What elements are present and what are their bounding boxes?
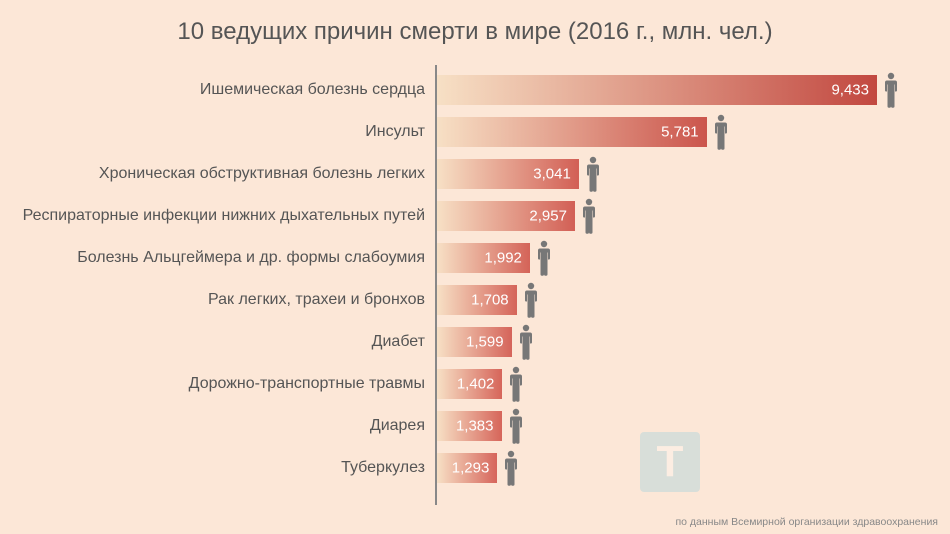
chart-title: 10 ведущих причин смерти в мире (2016 г.… bbox=[0, 18, 950, 46]
bar-row: Диабет 1,599 bbox=[0, 321, 950, 363]
bar: 5,781 bbox=[437, 117, 707, 147]
person-icon bbox=[508, 408, 524, 444]
bar-value: 1,293 bbox=[452, 460, 490, 477]
bar-value: 1,599 bbox=[466, 334, 504, 351]
bar-label: Хроническая обструктивная болезнь легких bbox=[0, 165, 425, 183]
chart-container: 10 ведущих причин смерти в мире (2016 г.… bbox=[0, 0, 950, 534]
person-icon bbox=[503, 450, 519, 486]
person-icon bbox=[518, 324, 534, 360]
bar: 1,293 bbox=[437, 453, 497, 483]
bar-row: Респираторные инфекции нижних дыхательны… bbox=[0, 195, 950, 237]
bar: 1,402 bbox=[437, 369, 502, 399]
person-icon bbox=[508, 366, 524, 402]
person-icon bbox=[523, 282, 539, 318]
person-icon bbox=[585, 156, 601, 192]
bar: 9,433 bbox=[437, 75, 877, 105]
bar-value: 1,383 bbox=[456, 418, 494, 435]
bar-row: Ишемическая болезнь сердца 9,433 bbox=[0, 69, 950, 111]
bar-value: 1,708 bbox=[471, 292, 509, 309]
person-icon bbox=[713, 114, 729, 150]
bar-label: Туберкулез bbox=[0, 459, 425, 477]
bar-row: Рак легких, трахеи и бронхов 1,708 bbox=[0, 279, 950, 321]
bar: 1,708 bbox=[437, 285, 517, 315]
bar-label: Дорожно-транспортные травмы bbox=[0, 375, 425, 393]
bar-label: Диабет bbox=[0, 333, 425, 351]
bar-label: Рак легких, трахеи и бронхов bbox=[0, 291, 425, 309]
person-icon bbox=[581, 198, 597, 234]
bar-value: 9,433 bbox=[831, 82, 869, 99]
bar-label: Респираторные инфекции нижних дыхательны… bbox=[0, 207, 425, 225]
bar-value: 1,402 bbox=[457, 376, 495, 393]
credit-text: по данным Всемирной организации здравоох… bbox=[675, 516, 938, 528]
person-icon bbox=[536, 240, 552, 276]
bar-value: 3,041 bbox=[533, 166, 571, 183]
person-icon bbox=[883, 72, 899, 108]
bar-row: Дорожно-транспортные травмы 1,402 bbox=[0, 363, 950, 405]
bar: 1,383 bbox=[437, 411, 502, 441]
bar-label: Ишемическая болезнь сердца bbox=[0, 81, 425, 99]
bar-label: Диарея bbox=[0, 417, 425, 435]
bar-row: Диарея 1,383 bbox=[0, 405, 950, 447]
bar-value: 2,957 bbox=[529, 208, 567, 225]
bar-row: Инсульт 5,781 bbox=[0, 111, 950, 153]
bar-row: Хроническая обструктивная болезнь легких… bbox=[0, 153, 950, 195]
bar-row: Болезнь Альцгеймера и др. формы слабоуми… bbox=[0, 237, 950, 279]
bar: 2,957 bbox=[437, 201, 575, 231]
bar-value: 1,992 bbox=[484, 250, 522, 267]
bar-row: Туберкулез 1,293 bbox=[0, 447, 950, 489]
bar: 3,041 bbox=[437, 159, 579, 189]
bar: 1,599 bbox=[437, 327, 512, 357]
bar-value: 5,781 bbox=[661, 124, 699, 141]
bar: 1,992 bbox=[437, 243, 530, 273]
watermark: T bbox=[640, 432, 700, 492]
bar-label: Болезнь Альцгеймера и др. формы слабоуми… bbox=[0, 249, 425, 267]
bar-label: Инсульт bbox=[0, 123, 425, 141]
